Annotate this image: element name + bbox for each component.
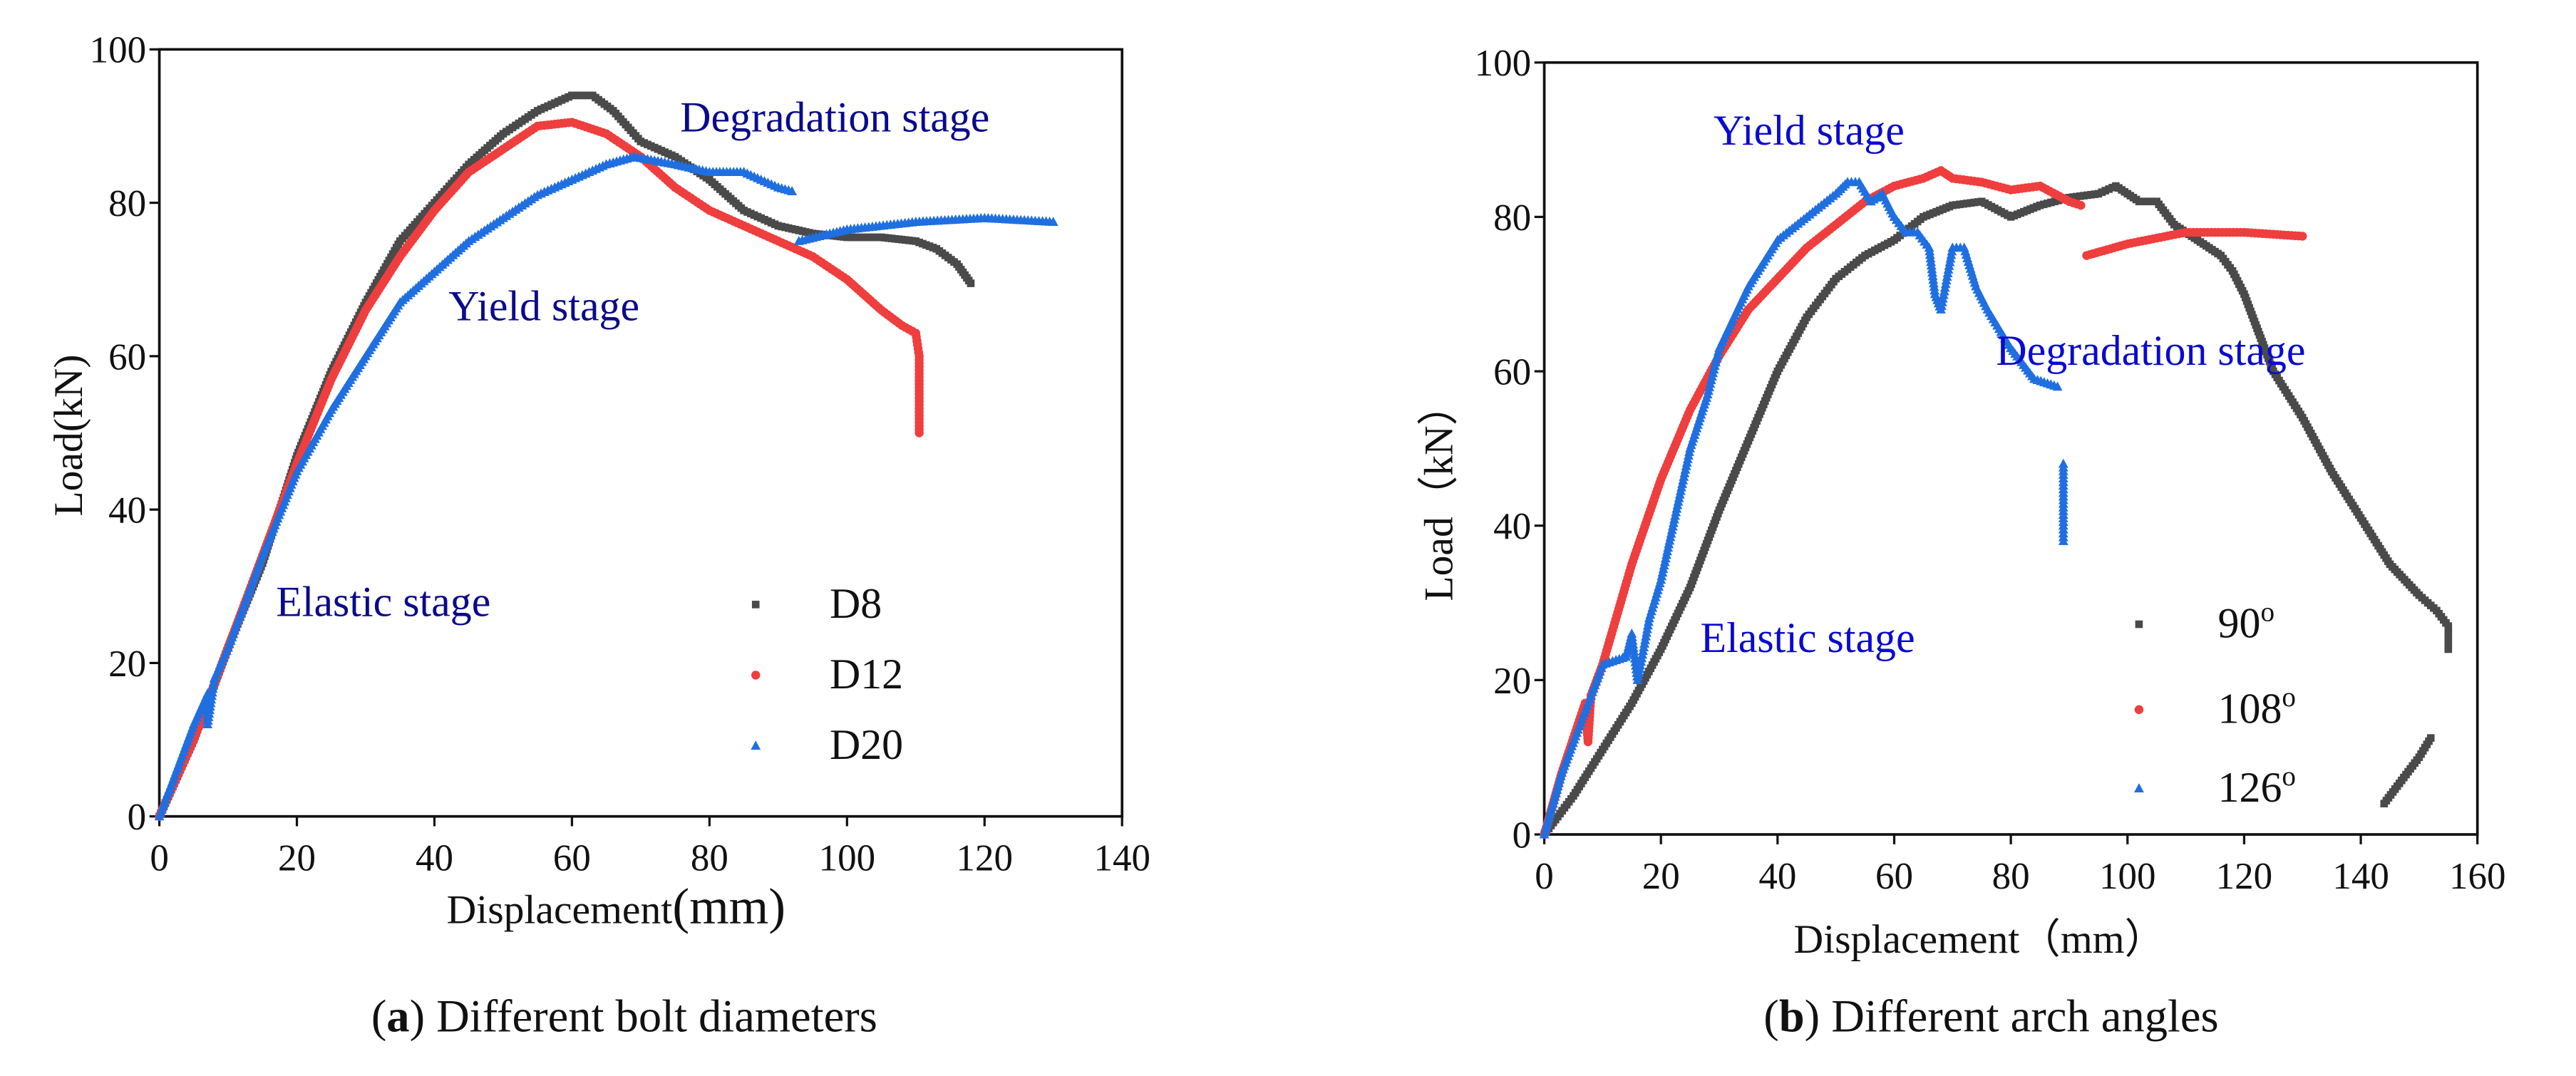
data-point: [2444, 630, 2453, 638]
chart-arch-angles: Load（kN） Displacement（mm） (b) Different …: [1416, 43, 2505, 1041]
data-point: [2058, 536, 2068, 545]
caption-text: Different arch angles: [1820, 990, 2218, 1042]
annotation-degradation-stage: Degradation stage: [1996, 327, 2305, 374]
legend-label-126: 126o: [2218, 761, 2296, 811]
data-point: [915, 428, 924, 438]
legend-marker-90: [2135, 620, 2143, 628]
x-tick-label: 140: [2332, 856, 2389, 897]
y-tick-label: 60: [1493, 351, 1531, 393]
y-tick-label: 100: [90, 30, 146, 71]
x-axis-title: Displacement(mm): [447, 878, 785, 934]
x-tick-label: 140: [1093, 838, 1150, 879]
y-tick-label: 0: [1513, 814, 1532, 856]
x-tick-label: 60: [553, 838, 591, 879]
y-tick-label: 80: [108, 183, 146, 224]
data-point: [2052, 381, 2063, 391]
data-point: [2444, 637, 2453, 646]
data-point: [1048, 217, 1058, 227]
x-tick-label: 160: [2449, 856, 2506, 897]
y-axis-title: Load（kN）: [1416, 385, 1461, 601]
y-tick-label: 20: [1493, 661, 1531, 702]
plot-frame: [1542, 61, 2479, 836]
data-point: [2298, 232, 2307, 241]
legend-label-D20: D20: [830, 721, 903, 768]
data-point: [2444, 626, 2453, 634]
legend-label-108: 108o: [2218, 682, 2296, 732]
data-point: [2444, 641, 2453, 649]
x-axis-title: Displacement（mm）: [1794, 917, 2166, 962]
y-tick-label: 60: [108, 336, 146, 378]
data-point: [967, 279, 975, 287]
x-tick-label: 80: [691, 838, 728, 879]
caption-letter: b: [1779, 990, 1805, 1042]
annotation-yield-stage: Yield stage: [1714, 107, 1905, 154]
y-tick-label: 100: [1475, 43, 1532, 84]
x-tick-label: 0: [150, 838, 169, 879]
y-tick-label: 80: [1493, 197, 1531, 239]
data-point: [2426, 734, 2435, 742]
plot-frame: [158, 48, 1124, 818]
series-D8: [155, 91, 975, 820]
degree-symbol: o: [2260, 596, 2274, 627]
legend-marker-126: [2133, 783, 2144, 793]
legend-label-90: 90o: [2218, 596, 2275, 646]
y-tick-label: 40: [108, 490, 146, 532]
series-D12: [155, 118, 924, 821]
caption-letter: a: [386, 990, 409, 1042]
annotation-yield-stage: Yield stage: [448, 283, 639, 330]
annotation-degradation-stage: Degradation stage: [680, 94, 989, 141]
y-tick-label: 20: [108, 643, 146, 685]
data-point: [2444, 645, 2453, 653]
x-tick-label: 20: [1642, 856, 1680, 897]
x-tick-label: 40: [416, 838, 453, 879]
legend-marker-D12: [751, 671, 761, 680]
annotation-elastic-stage: Elastic stage: [1701, 614, 1915, 661]
degree-symbol: o: [2282, 761, 2296, 792]
x-tick-label: 120: [2216, 856, 2273, 897]
caption-text: Different bolt diameters: [425, 990, 877, 1042]
legend-marker-D8: [751, 601, 760, 609]
chart-bolt-diameters: Load(kN) Displacement(mm) (a) Different …: [46, 30, 1150, 1042]
data-point: [2444, 633, 2453, 642]
x-tick-label: 0: [1535, 856, 1554, 897]
series-D20: [154, 151, 1058, 821]
x-axis-title-text: Displacement: [447, 887, 673, 932]
x-tick-label: 80: [1992, 856, 2030, 897]
y-tick-label: 0: [128, 797, 147, 838]
x-tick-label: 40: [1758, 856, 1796, 897]
data-point: [787, 186, 798, 195]
y-tick-label: 40: [1493, 506, 1531, 547]
x-tick-label: 120: [957, 838, 1014, 879]
legend-label-D12: D12: [830, 651, 903, 698]
series-126: [1539, 177, 2068, 839]
legend-marker-108: [2134, 705, 2144, 715]
degree-symbol: o: [2282, 682, 2296, 713]
caption-a: (a) Different bolt diameters: [371, 990, 877, 1042]
x-tick-label: 100: [2099, 856, 2156, 897]
annotation-elastic-stage: Elastic stage: [276, 578, 490, 625]
caption-b: (b) Different arch angles: [1763, 990, 2218, 1042]
data-point: [2076, 200, 2086, 210]
series-108: [1540, 166, 2307, 839]
legend-marker-D20: [751, 740, 761, 750]
x-axis-unit: (mm): [672, 878, 785, 934]
data-point: [2444, 622, 2453, 630]
x-tick-label: 100: [819, 838, 876, 879]
y-axis-title: Load(kN): [46, 354, 91, 516]
x-tick-label: 60: [1875, 856, 1913, 897]
legend-label-D8: D8: [830, 580, 882, 627]
x-tick-label: 20: [278, 838, 316, 879]
